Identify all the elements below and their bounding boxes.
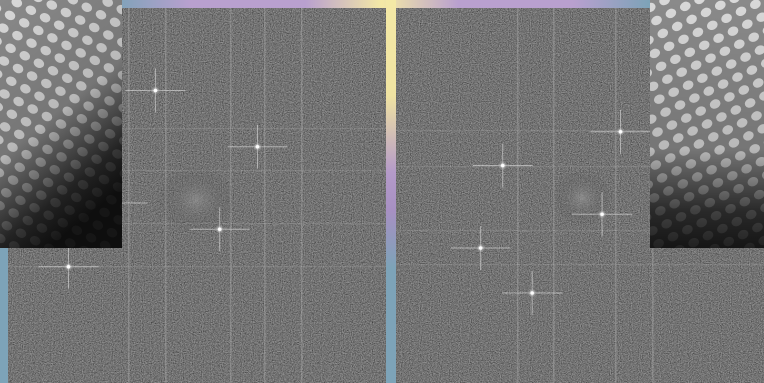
fft-panel-right-spot [502,271,563,315]
fft-panel-left-spot [189,207,250,252]
fft-panel-right-spot [590,109,651,154]
fft-panel-right-spot [572,192,633,237]
fft-panel-right-spot [472,143,533,188]
fft-panel-left-spot [227,124,288,169]
center-divider-strip [386,0,396,383]
lattice-image-left [0,0,122,248]
fft-panel-right-spot [450,226,511,270]
fft-panel-left-spot [125,68,186,113]
fft-pattern-right [396,8,764,383]
lattice-image-right [650,0,764,248]
lattice-inset-left [0,0,122,248]
lattice-inset-right [650,0,764,248]
fft-panel-left-spot [38,244,99,289]
